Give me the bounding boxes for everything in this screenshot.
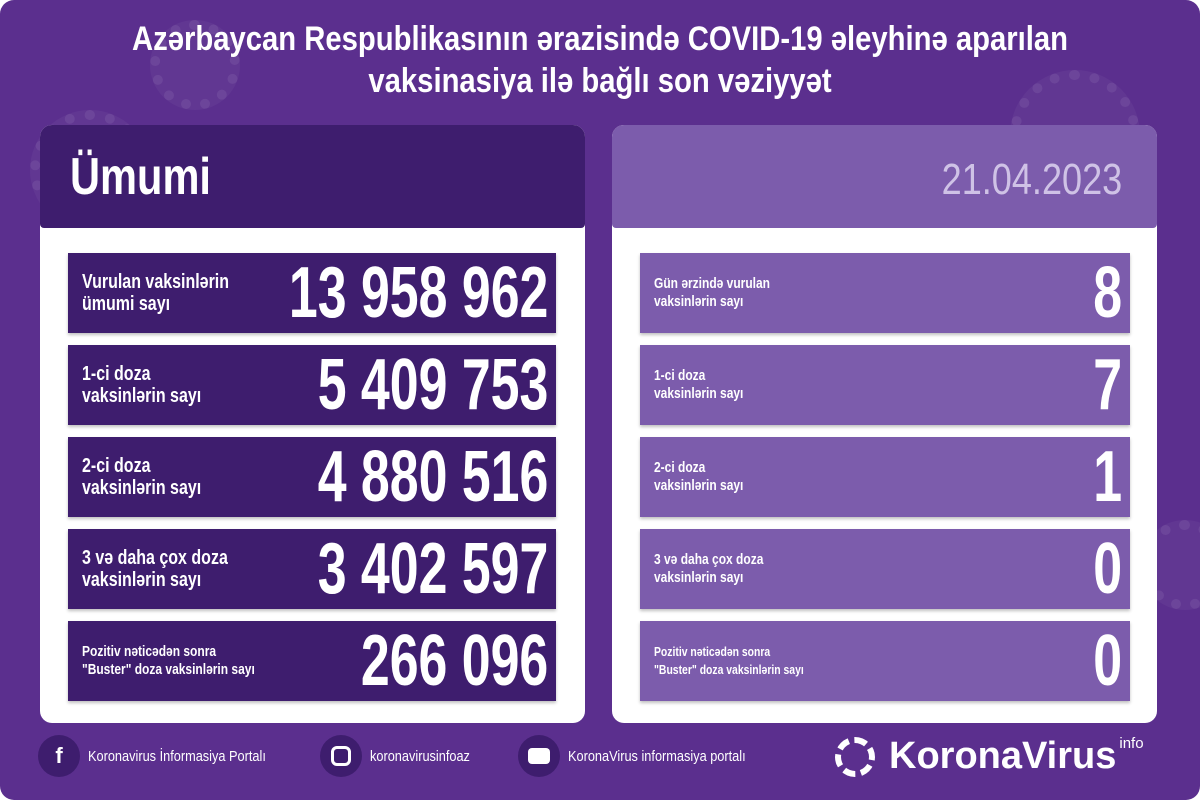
row-value: 13 958 962 bbox=[288, 253, 548, 333]
row-label: Pozitiv nəticədən sonra "Buster" doza va… bbox=[654, 644, 804, 677]
row-value: 0 bbox=[1093, 621, 1122, 701]
row-value: 5 409 753 bbox=[317, 345, 548, 425]
virus-decoration bbox=[150, 20, 240, 110]
total-row: 1-ci doza vaksinlərin sayı 5 409 753 bbox=[68, 345, 556, 425]
row-value: 1 bbox=[1093, 437, 1122, 517]
facebook-link[interactable]: f Koronavirus İnformasiya Portalı bbox=[38, 735, 297, 777]
daily-panel: 21.04.2023 Gün ərzində vurulan vaksinlər… bbox=[612, 125, 1157, 723]
daily-row: Gün ərzində vurulan vaksinlərin sayı 8 bbox=[640, 253, 1130, 333]
total-row: Pozitiv nəticədən sonra "Buster" doza va… bbox=[68, 621, 556, 701]
total-row: 3 və daha çox doza vaksinlərin sayı 3 402… bbox=[68, 529, 556, 609]
title-line-1: Azərbaycan Respublikasının ərazisində CO… bbox=[131, 20, 1069, 58]
logo-sup: info bbox=[1119, 735, 1144, 752]
title-line-2: vaksinasiya ilə bağlı son vəziyyət bbox=[368, 62, 832, 100]
date-label: 21.04.2023 bbox=[941, 155, 1122, 204]
row-label: 3 və daha çox doza vaksinlərin sayı bbox=[654, 551, 764, 586]
date-header: 21.04.2023 bbox=[612, 125, 1157, 228]
total-panel: Ümumi Vurulan vaksinlərin ümumi sayı 13 9… bbox=[40, 125, 585, 723]
logo-text: KoronaVirus bbox=[889, 735, 1117, 777]
total-header-label: Ümumi bbox=[70, 148, 211, 206]
row-label: 3 və daha çox doza vaksinlərin sayı bbox=[82, 547, 228, 591]
row-value: 266 096 bbox=[360, 621, 548, 701]
daily-row: 3 və daha çox doza vaksinlərin sayı 0 bbox=[640, 529, 1130, 609]
total-row: Vurulan vaksinlərin ümumi sayı 13 958 962 bbox=[68, 253, 556, 333]
youtube-link[interactable]: KoronaVirus informasiya portalı bbox=[518, 735, 777, 777]
sun-virus-icon bbox=[835, 736, 875, 777]
total-header: Ümumi bbox=[40, 125, 585, 228]
row-label: 1-ci doza vaksinlərin sayı bbox=[82, 363, 202, 407]
instagram-link[interactable]: koronavirusinfoaz bbox=[320, 735, 488, 777]
youtube-icon bbox=[518, 735, 560, 777]
row-label: Gün ərzində vurulan vaksinlərin sayı bbox=[654, 275, 771, 310]
row-value: 0 bbox=[1093, 529, 1122, 609]
row-label: 1-ci doza vaksinlərin sayı bbox=[654, 367, 744, 402]
row-value: 7 bbox=[1093, 345, 1122, 425]
instagram-icon bbox=[320, 735, 362, 777]
youtube-label: KoronaVirus informasiya portalı bbox=[568, 747, 746, 765]
row-label: Pozitiv nəticədən sonra "Buster" doza va… bbox=[82, 643, 255, 678]
row-label: 2-ci doza vaksinlərin sayı bbox=[654, 459, 744, 494]
instagram-label: koronavirusinfoaz bbox=[370, 747, 470, 765]
daily-row: 2-ci doza vaksinlərin sayı 1 bbox=[640, 437, 1130, 517]
daily-row: Pozitiv nəticədən sonra "Buster" doza va… bbox=[640, 621, 1130, 701]
facebook-label: Koronavirus İnformasiya Portalı bbox=[88, 747, 266, 765]
facebook-icon: f bbox=[38, 735, 80, 777]
row-label: Vurulan vaksinlərin ümumi sayı bbox=[82, 271, 230, 315]
row-value: 4 880 516 bbox=[317, 437, 548, 517]
row-value: 8 bbox=[1093, 253, 1122, 333]
row-value: 3 402 597 bbox=[317, 529, 548, 609]
page-title: Azərbaycan Respublikasının ərazisində CO… bbox=[84, 18, 1116, 102]
daily-row: 1-ci doza vaksinlərin sayı 7 bbox=[640, 345, 1130, 425]
row-label: 2-ci doza vaksinlərin sayı bbox=[82, 455, 202, 499]
total-row: 2-ci doza vaksinlərin sayı 4 880 516 bbox=[68, 437, 556, 517]
koronavirus-logo: KoronaVirus info bbox=[835, 735, 1144, 778]
footer: f Koronavirus İnformasiya Portalı koronav… bbox=[0, 735, 1200, 790]
